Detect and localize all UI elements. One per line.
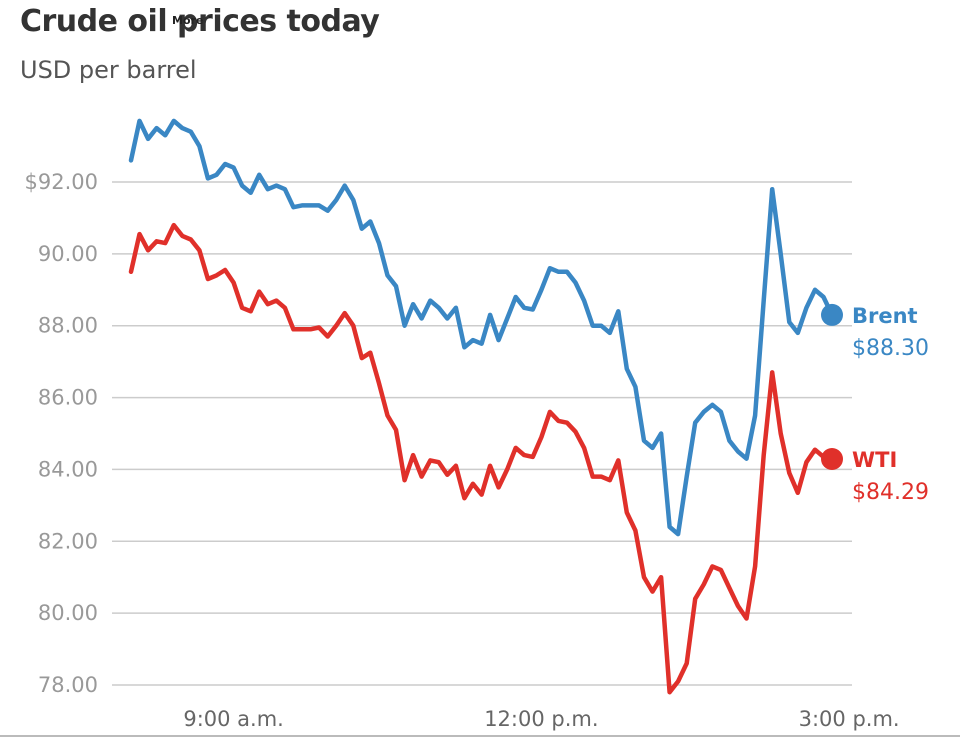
chart-title: Crude oil prices today bbox=[20, 4, 380, 39]
y-tick-label: $92.00 bbox=[25, 170, 98, 194]
y-tick-label: 86.00 bbox=[38, 386, 98, 410]
series-line-brent bbox=[128, 118, 835, 537]
y-axis-ticks: 78.00 80.00 82.00 84.00 86.00 88.00 90.00 $92.0… bbox=[25, 170, 98, 697]
series-layer bbox=[128, 118, 843, 695]
y-tick-label: 82.00 bbox=[38, 529, 98, 553]
series-last-value-brent: $88.30 bbox=[852, 336, 929, 361]
footer-divider bbox=[0, 735, 960, 737]
y-tick-label: 90.00 bbox=[38, 242, 98, 266]
series-labels: Brent $88.30 WTI $84.29 bbox=[852, 304, 929, 505]
series-name-wti: WTI bbox=[852, 448, 897, 472]
series-last-value-wti: $84.29 bbox=[852, 480, 929, 505]
more-button[interactable]: More ˅ bbox=[172, 14, 213, 27]
x-axis-ticks: 9:00 a.m. 12:00 p.m. 3:00 p.m. bbox=[183, 707, 899, 731]
y-tick-label: 78.00 bbox=[38, 673, 98, 697]
chart-subtitle: USD per barrel bbox=[20, 56, 197, 84]
grid-layer bbox=[112, 181, 852, 686]
x-tick-label: 9:00 a.m. bbox=[183, 707, 284, 731]
series-line-wti bbox=[128, 222, 835, 695]
x-tick-label: 3:00 p.m. bbox=[799, 707, 900, 731]
y-tick-label: 88.00 bbox=[38, 314, 98, 338]
series-end-dot-brent bbox=[821, 303, 843, 326]
x-tick-label: 12:00 p.m. bbox=[484, 707, 598, 731]
y-tick-label: 80.00 bbox=[38, 601, 98, 625]
series-name-brent: Brent bbox=[852, 304, 918, 328]
y-tick-label: 84.00 bbox=[38, 457, 98, 481]
series-end-dot-wti bbox=[821, 448, 843, 471]
